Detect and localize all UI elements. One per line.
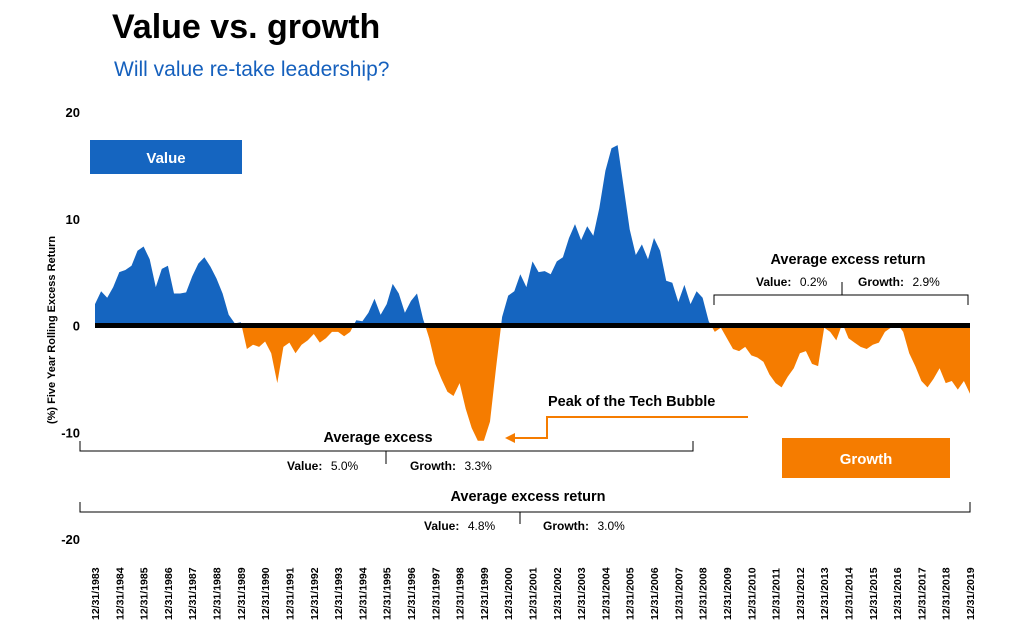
period2-growth-key: Growth:: [858, 275, 904, 289]
growth-area-3: [425, 325, 502, 441]
period1-value-key: Value:: [287, 459, 322, 473]
legend-box-value: [90, 140, 242, 174]
period2-growth: 2.9%: [912, 275, 940, 289]
x-tick-label: 12/31/1986: [163, 567, 175, 620]
period1-stats: Value: 5.0% Growth: 3.3%: [287, 457, 492, 474]
period2-value-key: Value:: [756, 275, 791, 289]
x-tick-label: 12/31/2012: [795, 567, 807, 620]
overall-value-key: Value:: [424, 519, 459, 533]
page-subtitle: Will value re-take leadership?: [114, 58, 390, 81]
y-tick-label: 10: [66, 212, 80, 227]
x-tick-label: 12/31/1994: [357, 567, 369, 620]
y-tick-label: 0: [73, 319, 80, 334]
x-tick-label: 12/31/2018: [941, 567, 953, 620]
page-title: Value vs. growth: [112, 8, 381, 46]
period2-value: 0.2%: [800, 275, 828, 289]
legend-growth-label: Growth: [840, 451, 893, 468]
growth-area-5: [711, 325, 842, 388]
period1-growth-key: Growth:: [410, 459, 456, 473]
x-tick-label: 12/31/1985: [139, 567, 151, 620]
period1-value: 5.0%: [331, 459, 359, 473]
period1-growth: 3.3%: [464, 459, 492, 473]
x-tick-label: 12/31/2007: [673, 567, 685, 620]
x-tick-label: 12/31/2015: [868, 567, 880, 620]
growth-area-1: [241, 325, 354, 384]
x-tick-label: 12/31/1991: [284, 567, 296, 620]
overall-value: 4.8%: [468, 519, 496, 533]
x-tick-label: 12/31/1996: [406, 567, 418, 620]
y-tick-label: 20: [66, 105, 80, 120]
tech-bubble-arrow: [513, 416, 748, 439]
x-tick-label: 12/31/2004: [600, 567, 612, 620]
x-tick-label: 12/31/1983: [90, 567, 102, 620]
x-tick-label: 12/31/1998: [455, 567, 467, 620]
x-tick-label: 12/31/2010: [746, 567, 758, 620]
tech-bubble-label: Peak of the Tech Bubble: [548, 394, 715, 410]
x-tick-label: 12/31/1990: [260, 567, 272, 620]
growth-area-7: [843, 325, 894, 349]
period2-stats: Value: 0.2% Growth: 2.9%: [756, 273, 940, 290]
x-tick-label: 12/31/2013: [819, 567, 831, 620]
x-tick-label: 12/31/2000: [503, 567, 515, 620]
x-tick-label: 12/31/1999: [479, 567, 491, 620]
x-tick-label: 12/31/2009: [722, 567, 734, 620]
y-tick-label: -10: [61, 425, 80, 440]
growth-area-9: [898, 325, 970, 394]
x-tick-label: 12/31/1995: [382, 567, 394, 620]
overall-growth: 3.0%: [597, 519, 625, 533]
legend-box-growth: [782, 438, 950, 478]
period1-bracket: [79, 441, 694, 464]
x-tick-label: 12/31/2017: [916, 567, 928, 620]
overall-growth-key: Growth:: [543, 519, 589, 533]
x-tick-label: 12/31/1989: [236, 567, 248, 620]
value-area-4: [501, 145, 712, 326]
x-tick-label: 12/31/2008: [698, 567, 710, 620]
x-tick-label: 12/31/2002: [552, 567, 564, 620]
y-tick-layer: 20 10 0 -10 -20: [61, 105, 80, 547]
x-tick-label: 12/31/1997: [430, 567, 442, 620]
x-tick-label: 12/31/2016: [892, 567, 904, 620]
x-tick-label: 12/31/2005: [625, 567, 637, 620]
x-tick-label: 12/31/1987: [187, 567, 199, 620]
x-tick-label: 12/31/2003: [576, 567, 588, 620]
x-tick-label: 12/31/2001: [528, 567, 540, 620]
x-tick-label: 12/31/2011: [771, 568, 783, 620]
value-area-0: [95, 246, 242, 326]
x-tick-label: 12/31/2006: [649, 567, 661, 620]
x-tick-label: 12/31/1993: [333, 567, 345, 620]
period2-title: Average excess return: [770, 252, 925, 268]
x-tick-label: 12/31/1988: [212, 567, 224, 620]
period1-title: Average excess: [323, 430, 432, 446]
overall-stats: Value: 4.8% Growth: 3.0%: [424, 517, 625, 534]
area-layer: [95, 145, 970, 441]
x-tick-layer: 12/31/1983 12/31/1984 12/31/1985 12/31/1986…: [90, 567, 977, 620]
x-tick-label: 12/31/2019: [965, 567, 977, 620]
x-tick-label: 12/31/1984: [114, 567, 126, 620]
period2-bracket: [713, 282, 969, 305]
legend-value-label: Value: [146, 150, 185, 167]
overall-bracket: [79, 502, 971, 524]
x-tick-label: 12/31/1992: [309, 567, 321, 620]
x-tick-label: 12/31/2014: [844, 567, 856, 620]
y-tick-label: -20: [61, 532, 80, 547]
value-area-2: [353, 283, 426, 326]
overall-title: Average excess return: [450, 489, 605, 505]
tech-bubble-arrowhead: [505, 433, 515, 443]
